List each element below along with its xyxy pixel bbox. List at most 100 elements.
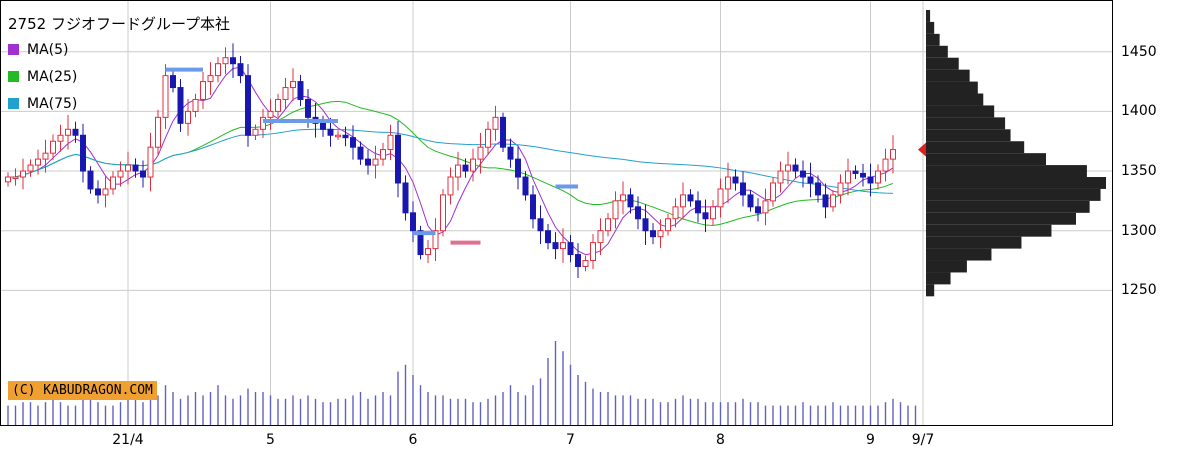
candle-body [425,248,431,256]
ma75-line [8,128,894,194]
candle [657,219,664,249]
candle [777,161,784,193]
candle [335,130,341,141]
candle [575,243,581,278]
candle [530,185,536,229]
candle [372,145,379,179]
ma75-swatch [8,98,19,109]
candle-body [57,134,64,142]
candle-body [372,158,379,166]
candle [230,43,236,78]
candle-body [867,176,874,184]
candle [417,225,424,260]
legend-label: MA(75) [27,95,78,112]
candle [147,132,154,192]
candle [117,161,124,187]
candle-body [192,98,199,112]
candle [162,64,169,129]
candle [267,98,274,130]
candle-body [680,194,686,208]
candle [695,191,701,223]
profile-bar [926,45,948,58]
candle-body [252,128,259,136]
candle-body [875,170,881,184]
candle-body [410,212,416,232]
candle-body [402,182,409,214]
candle [200,72,206,110]
candle-body [822,194,829,208]
candle [215,57,221,83]
profile-bar [926,81,978,94]
candle-body [207,75,214,83]
profile-bar [926,165,1087,178]
candle-body [177,87,184,124]
candle-body [110,176,116,190]
candle-body [560,242,566,250]
candle [680,182,686,220]
candle [237,56,244,84]
candle-body [357,146,364,160]
candle [57,124,64,152]
candle-body [665,218,671,232]
candle-body [890,149,896,160]
candle [275,93,281,118]
candle-body [125,164,131,172]
candle [342,126,349,147]
candle-body [747,194,754,208]
candle-body [215,63,221,77]
candle [297,74,304,107]
candle [395,120,401,198]
levels [165,67,578,245]
candle [672,198,679,228]
candle [522,171,529,201]
legend-item-ma5: MA(5) [8,36,230,63]
candle [687,189,694,207]
candle [282,78,289,110]
candle-body [485,128,491,148]
candle-body [65,128,71,136]
candle [830,190,836,212]
legend-item-ma75: MA(75) [8,90,230,117]
candle-body [605,218,611,232]
profile-bar [926,10,931,22]
candle-body [522,176,529,196]
candle [20,158,26,190]
candle-body [455,164,461,178]
candle-body [327,128,334,136]
candle [732,169,739,191]
candle [170,70,176,93]
candle-body [117,170,124,178]
candle [537,205,544,245]
ma5-swatch [8,44,19,55]
candle-body [612,200,619,220]
candle [597,218,604,256]
candle [440,189,446,237]
candle [290,68,296,101]
candles [5,43,896,278]
candle [5,172,11,187]
candle [455,151,461,191]
candle [890,135,896,174]
candle-body [792,164,799,172]
candle [590,234,596,270]
candle [552,232,559,260]
profile-bar [926,33,940,46]
candle-body [237,63,244,77]
candle [185,98,191,136]
candle-body [440,194,446,232]
candle-body [432,230,439,250]
candle [702,199,709,233]
candle [470,148,476,182]
candle-body [72,128,79,136]
candle [380,142,386,166]
candle [545,224,551,250]
candle-body [830,194,836,208]
candle-body [575,254,581,267]
candle [102,176,109,208]
candle [35,149,41,175]
candle-body [537,218,544,232]
candle-body [552,242,559,250]
legend-item-ma25: MA(25) [8,63,230,90]
candle-body [845,170,851,184]
profile-bar [926,141,1025,154]
